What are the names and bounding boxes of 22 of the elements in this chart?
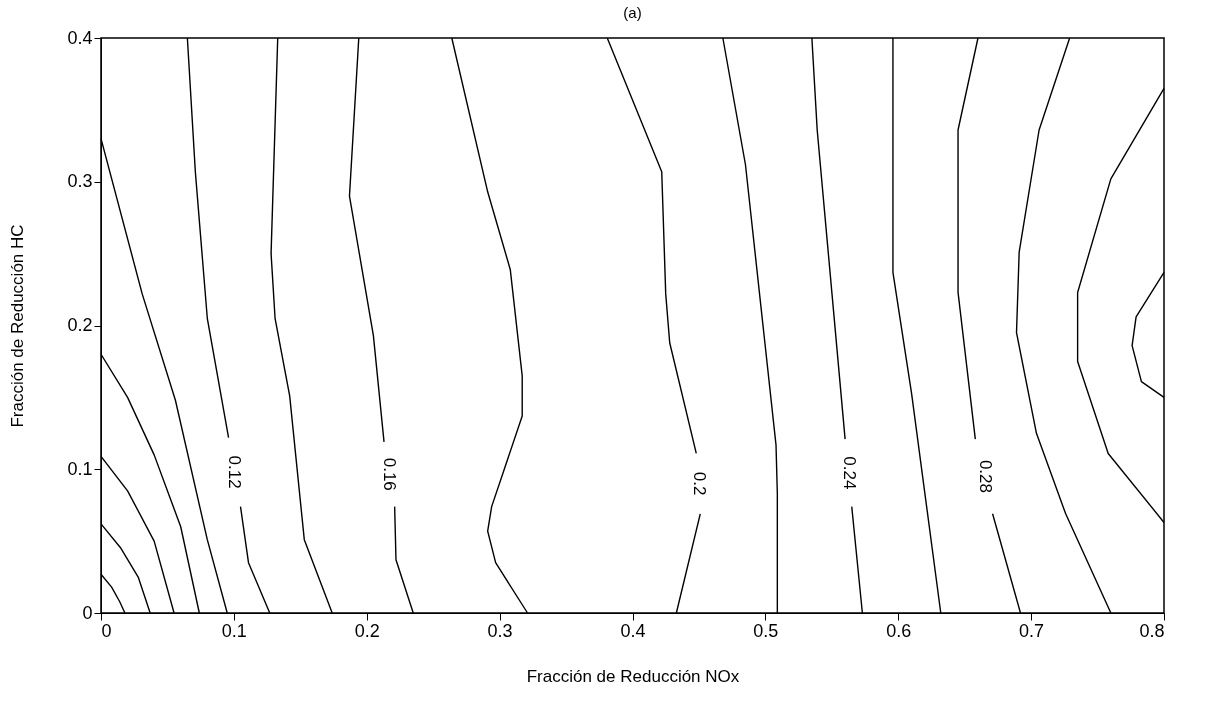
x-axis-title: Fracción de Reducción NOx: [526, 666, 740, 686]
x-tick-label: 0.2: [354, 620, 380, 641]
text: 0.2: [689, 471, 709, 496]
x-tick-label: 0.3: [487, 620, 513, 641]
x-tick-label: 0.6: [886, 620, 912, 641]
x-tick-label: 0.5: [753, 620, 779, 641]
x-tick-label: 0.1: [221, 620, 247, 641]
x-tick-label: 0.4: [620, 620, 646, 641]
y-axis-title: Fracción de Reducción HC: [8, 224, 28, 428]
y-tick-label: 0: [82, 602, 93, 623]
text: 0.16: [380, 457, 400, 491]
x-tick-label: 0.8: [1139, 620, 1165, 641]
text: 0.28: [975, 459, 995, 493]
y-tick-label: 0.2: [67, 315, 93, 335]
y-tick-label: 0.4: [67, 27, 93, 48]
x-tick-label: 0: [101, 620, 112, 641]
text: 0.12: [224, 455, 244, 489]
text: 0.24: [840, 456, 860, 490]
y-tick-label: 0.3: [67, 171, 93, 192]
y-tick-label: 0.1: [67, 458, 93, 479]
x-tick-label: 0.7: [1019, 620, 1045, 641]
chart-title: (a): [623, 4, 642, 21]
